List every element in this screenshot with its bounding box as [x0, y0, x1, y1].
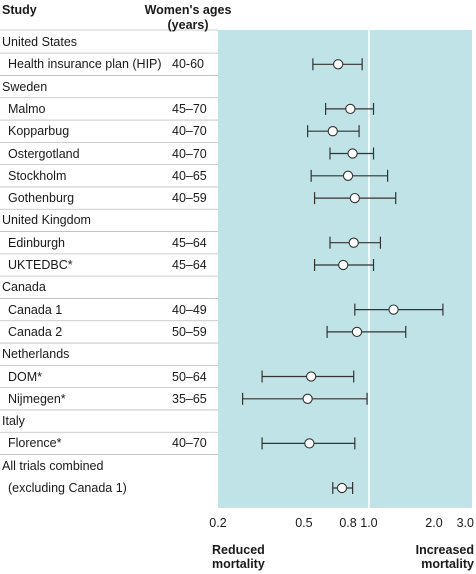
point-estimate [349, 192, 360, 204]
point-estimate [336, 482, 348, 494]
ages-value: 45–64 [172, 235, 207, 250]
reduced-label-line2: mortality [212, 557, 265, 571]
study-label: Kopparbug [8, 124, 70, 139]
point-estimate [347, 148, 358, 159]
point-estimate [304, 438, 315, 449]
ages-value: 40-60 [172, 57, 204, 72]
study-label: Stockholm [8, 168, 67, 183]
ages-value: 50–59 [172, 324, 207, 339]
point-estimate [348, 237, 359, 248]
study-label: Edinburgh [8, 235, 65, 250]
ages-value: 40–70 [172, 124, 207, 139]
ages-value: 50–64 [172, 369, 207, 384]
study-label: Gothenburg [8, 191, 75, 206]
study-label: Malmo [8, 101, 46, 116]
x-tick-label: 2.0 [425, 516, 442, 530]
increased-label-line1: Increased [415, 543, 474, 557]
point-estimate [302, 393, 313, 404]
group-label: Canada [2, 280, 46, 295]
chart-marks [242, 58, 444, 494]
ages-value: 40–49 [172, 302, 207, 317]
ages-value: 40–70 [172, 436, 207, 451]
study-label: (excluding Canada 1) [8, 481, 127, 495]
study-label: Canada 2 [8, 324, 63, 339]
group-label: Netherlands [2, 347, 70, 362]
study-label: Canada 1 [8, 302, 63, 317]
point-estimate [351, 326, 363, 338]
group-label: United States [2, 35, 78, 49]
row-separators [0, 29, 218, 455]
x-tick-label: 1.0 [360, 516, 377, 530]
ages-value: 45–64 [172, 258, 207, 272]
study-label: DOM* [8, 369, 43, 384]
ages-value: 40–65 [172, 168, 207, 183]
reduced-label-line1: Reduced [212, 543, 265, 557]
point-estimate [306, 371, 317, 382]
point-estimate [345, 103, 356, 115]
ages-column-header: Women's ages (years) [138, 3, 238, 33]
ages-value: 40–70 [172, 146, 207, 161]
point-estimate [338, 259, 349, 271]
x-tick-label: 0.5 [295, 516, 312, 530]
group-label: Italy [2, 414, 25, 429]
x-tick-label: 0.2 [209, 516, 226, 530]
x-axis-ticks: 0.2 0.5 0.8 1.0 2.0 3.0 [209, 516, 474, 530]
ages-value: 40–59 [172, 191, 207, 206]
x-tick-label: 0.8 [339, 516, 356, 530]
group-label: All trials combined [2, 458, 104, 473]
point-estimate [332, 59, 344, 70]
x-tick-label: 3.0 [457, 516, 474, 530]
study-label: Health insurance plan (HIP) [8, 57, 162, 72]
group-label: United Kingdom [2, 213, 91, 228]
group-label: Sweden [2, 79, 48, 94]
reduced-mortality-label: Reduced mortality [212, 543, 265, 571]
ages-value: 35–65 [172, 391, 207, 406]
study-column-header: Study [2, 3, 37, 17]
increased-label-line2: mortality [421, 557, 474, 571]
point-estimate [342, 170, 354, 181]
ages-header-line2: (years) [167, 18, 209, 32]
study-label: UKTEDBC* [8, 258, 73, 272]
study-label: Ostergotland [8, 146, 80, 161]
ages-header-line1: Women's ages [144, 3, 232, 17]
ages-value: 45–70 [172, 101, 207, 116]
point-estimate [388, 304, 399, 315]
study-label: Florence* [8, 436, 62, 451]
point-estimate [327, 126, 338, 137]
study-label: Nijmegen* [8, 391, 66, 406]
increased-mortality-label: Increased mortality [416, 543, 474, 571]
